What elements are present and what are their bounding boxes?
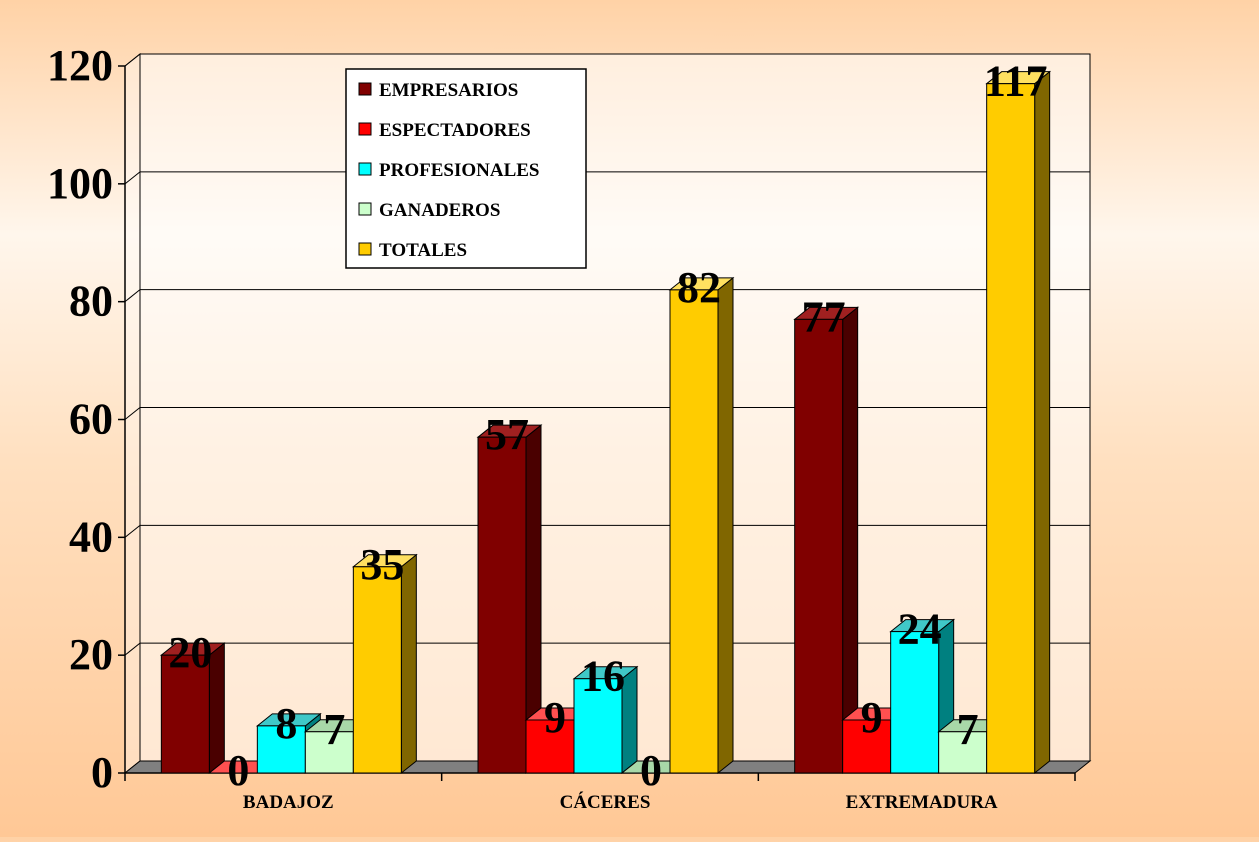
y-tick-label: 60 — [69, 395, 113, 444]
y-tick-label: 20 — [69, 630, 113, 679]
grid-line-80 — [124, 289, 1090, 303]
legend-swatch — [358, 242, 372, 256]
grid-line-20 — [124, 642, 1090, 656]
bar — [986, 83, 1036, 774]
bar-side — [717, 276, 734, 775]
data-label: 0 — [640, 746, 662, 795]
data-label: 82 — [677, 263, 721, 312]
legend-entry: GANADEROS — [379, 200, 500, 221]
legend-swatch — [358, 82, 372, 96]
bar — [160, 654, 210, 774]
data-label: 8 — [275, 699, 297, 748]
x-tick-label: BADAJOZ — [243, 792, 334, 813]
data-label: 57 — [485, 410, 529, 459]
bar — [477, 436, 527, 774]
x-tick-labels: BADAJOZ CÁCERES EXTREMADURA — [243, 791, 998, 813]
bars — [159, 70, 1052, 775]
data-label: 20 — [168, 628, 212, 677]
y-tick-label: 0 — [91, 748, 113, 797]
legend-entry: EMPRESARIOS — [379, 80, 518, 101]
legend-swatch — [358, 122, 372, 136]
bar — [794, 318, 844, 774]
grid-line-100 — [124, 171, 1090, 185]
legend-swatch — [358, 162, 372, 176]
legend-box — [345, 68, 587, 269]
grid-lines — [124, 53, 1090, 656]
data-label: 9 — [861, 693, 883, 742]
bar-side — [842, 306, 859, 775]
legend-swatch — [358, 202, 372, 216]
grid-line-60 — [124, 407, 1090, 420]
legend: EMPRESARIOS ESPECTADORES PROFESIONALES GANA… — [345, 68, 587, 269]
bar — [842, 719, 892, 774]
legend-entry: ESPECTADORES — [379, 120, 531, 141]
data-label: 16 — [581, 652, 625, 701]
bar — [525, 719, 575, 774]
y-tick-label: 80 — [69, 277, 113, 326]
bar — [573, 678, 623, 774]
bar — [890, 631, 940, 774]
y-tick-label: 120 — [47, 41, 113, 90]
grid-line-120 — [124, 53, 1090, 67]
bar — [304, 731, 354, 774]
bar — [256, 725, 306, 774]
x-tick-label: CÁCERES — [560, 791, 651, 813]
grid-line-40 — [124, 524, 1090, 538]
data-label: 35 — [360, 540, 404, 589]
data-label: 9 — [544, 693, 566, 742]
x-tick-label: EXTREMADURA — [846, 792, 998, 813]
data-label: 0 — [227, 746, 249, 795]
y-tick-label: 100 — [47, 159, 113, 208]
y-tick-labels: 0 20 40 60 80 100 120 — [47, 41, 113, 797]
y-tick-label: 40 — [69, 512, 113, 561]
bar — [352, 566, 402, 774]
bar — [669, 289, 719, 774]
data-label: 24 — [898, 605, 942, 654]
data-label: 7 — [957, 705, 979, 754]
legend-entry: TOTALES — [379, 240, 467, 261]
data-label: 117 — [984, 57, 1048, 106]
data-label: 7 — [323, 705, 345, 754]
bar-side — [1034, 70, 1051, 775]
data-label: 77 — [802, 292, 846, 341]
legend-entry: PROFESIONALES — [379, 160, 539, 181]
